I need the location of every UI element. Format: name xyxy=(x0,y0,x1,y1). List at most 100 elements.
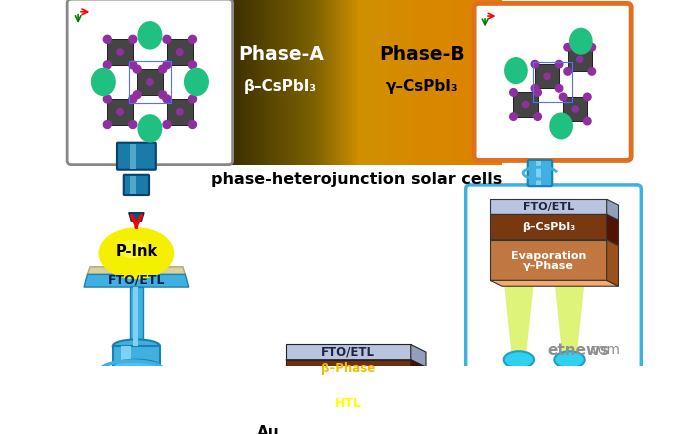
Bar xyxy=(279,0,281,164)
Bar xyxy=(454,0,456,164)
Text: Phase-B: Phase-B xyxy=(379,46,465,64)
Bar xyxy=(533,62,573,102)
Bar xyxy=(187,0,189,164)
Bar xyxy=(225,0,227,164)
Polygon shape xyxy=(384,419,408,434)
Bar xyxy=(488,0,490,164)
Bar xyxy=(241,0,243,164)
Circle shape xyxy=(188,35,197,43)
Bar xyxy=(423,0,425,164)
Circle shape xyxy=(555,60,563,68)
Bar xyxy=(443,0,445,164)
Circle shape xyxy=(572,106,578,112)
Circle shape xyxy=(176,108,183,115)
Bar xyxy=(407,0,409,164)
Bar xyxy=(360,0,361,164)
Polygon shape xyxy=(535,64,559,89)
Polygon shape xyxy=(286,360,411,378)
Bar xyxy=(223,0,225,164)
Bar xyxy=(228,0,230,164)
FancyBboxPatch shape xyxy=(466,185,641,371)
Bar xyxy=(203,0,205,164)
Bar xyxy=(258,0,260,164)
Bar xyxy=(190,0,192,164)
Bar xyxy=(334,0,336,164)
FancyBboxPatch shape xyxy=(528,160,552,186)
Bar xyxy=(398,0,400,164)
Bar xyxy=(448,0,450,164)
Bar xyxy=(325,0,327,164)
Bar xyxy=(252,0,254,164)
Bar xyxy=(227,0,228,164)
Bar xyxy=(452,0,454,164)
Bar xyxy=(385,0,387,164)
Bar xyxy=(337,0,340,164)
Bar xyxy=(290,0,292,164)
Ellipse shape xyxy=(113,339,160,353)
Polygon shape xyxy=(107,39,133,65)
Bar xyxy=(470,0,473,164)
Bar xyxy=(193,0,195,164)
Polygon shape xyxy=(514,92,538,117)
Bar xyxy=(282,0,284,164)
Polygon shape xyxy=(137,69,162,95)
Polygon shape xyxy=(490,214,607,240)
Bar xyxy=(482,0,484,164)
Bar xyxy=(377,0,379,164)
Text: β–CsPbI₃: β–CsPbI₃ xyxy=(244,79,317,95)
Bar xyxy=(298,0,300,164)
Bar xyxy=(280,0,282,164)
Bar xyxy=(204,0,206,164)
Bar xyxy=(310,0,312,164)
Bar xyxy=(253,0,256,164)
Polygon shape xyxy=(607,214,619,246)
Text: γ–CsPbI₃: γ–CsPbI₃ xyxy=(386,79,458,95)
Bar xyxy=(491,0,493,164)
FancyBboxPatch shape xyxy=(117,143,156,170)
Ellipse shape xyxy=(505,58,527,83)
FancyBboxPatch shape xyxy=(67,0,232,164)
Bar xyxy=(388,0,390,164)
Polygon shape xyxy=(286,410,411,419)
Bar xyxy=(380,0,382,164)
Bar xyxy=(344,0,346,164)
Text: etnews: etnews xyxy=(547,343,609,358)
Bar xyxy=(405,0,407,164)
Bar xyxy=(382,0,384,164)
Circle shape xyxy=(188,61,197,69)
Circle shape xyxy=(584,117,591,125)
Bar xyxy=(237,0,239,164)
Bar xyxy=(201,0,203,164)
Polygon shape xyxy=(286,419,426,426)
Bar xyxy=(211,0,213,164)
Polygon shape xyxy=(88,267,186,274)
Circle shape xyxy=(133,65,141,73)
Text: β–CsPbI₃: β–CsPbI₃ xyxy=(522,222,575,232)
Bar xyxy=(469,0,470,164)
Bar xyxy=(291,0,293,164)
Bar xyxy=(233,0,235,164)
Bar xyxy=(300,0,301,164)
Bar xyxy=(354,0,355,164)
Circle shape xyxy=(510,89,517,96)
Circle shape xyxy=(163,35,171,43)
Bar xyxy=(130,287,143,346)
Bar xyxy=(483,0,485,164)
Bar xyxy=(302,0,304,164)
Bar xyxy=(372,0,375,164)
Bar xyxy=(453,0,455,164)
Bar xyxy=(358,0,360,164)
Bar xyxy=(307,0,309,164)
Circle shape xyxy=(129,95,137,103)
Text: P-Ink: P-Ink xyxy=(116,244,158,259)
Bar xyxy=(493,0,494,164)
Bar xyxy=(393,0,395,164)
Text: Au: Au xyxy=(256,425,279,434)
Bar xyxy=(461,0,463,164)
Text: phase-heterojunction solar cells: phase-heterojunction solar cells xyxy=(211,172,503,187)
Text: Phase-A: Phase-A xyxy=(238,46,323,64)
Bar xyxy=(270,0,272,164)
Polygon shape xyxy=(286,378,426,386)
Bar xyxy=(463,0,464,164)
Bar xyxy=(416,0,419,164)
